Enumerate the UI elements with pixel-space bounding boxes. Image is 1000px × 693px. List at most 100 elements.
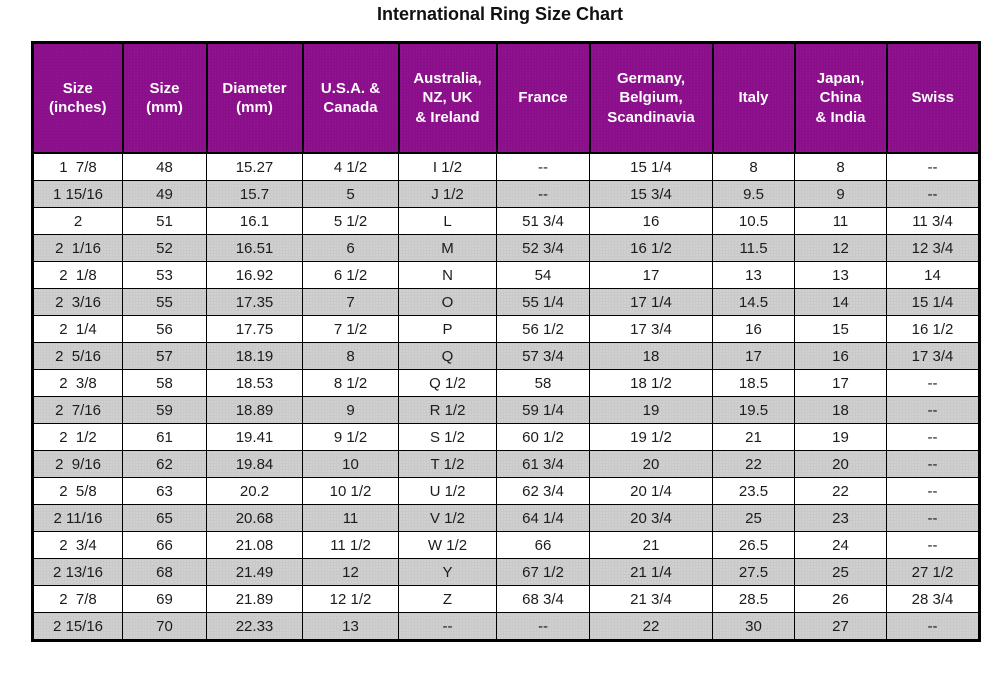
cell: -- (886, 612, 980, 641)
cell: 55 (122, 288, 207, 316)
cell: 2 11/16 (32, 504, 123, 532)
cell: 15 3/4 (589, 180, 713, 208)
cell: 2 13/16 (32, 558, 123, 586)
cell: -- (496, 152, 590, 181)
cell: 2 5/16 (32, 342, 123, 370)
cell: 19.5 (712, 396, 795, 424)
cell: 21 (712, 423, 795, 451)
cell: 30 (712, 612, 795, 641)
cell: 57 (122, 342, 207, 370)
cell: -- (886, 180, 980, 208)
cell: 61 (122, 423, 207, 451)
cell: 11 3/4 (886, 207, 980, 235)
cell: 62 3/4 (496, 477, 590, 505)
cell: 1 15/16 (32, 180, 123, 208)
cell: 20 (794, 450, 887, 478)
cell: 2 3/4 (32, 531, 123, 559)
cell: 64 1/4 (496, 504, 590, 532)
cell: 19 (589, 396, 713, 424)
page-title: International Ring Size Chart (376, 4, 624, 24)
column-header-3: U.S.A. & Canada (301, 41, 400, 154)
cell: 12 (302, 558, 399, 586)
cell: 55 1/4 (496, 288, 590, 316)
cell: 18 (794, 396, 887, 424)
cell: 16.92 (206, 261, 303, 289)
cell: 17 3/4 (589, 315, 713, 343)
cell: 18.89 (206, 396, 303, 424)
cell: 18.53 (206, 369, 303, 397)
column-header-7: Italy (711, 41, 796, 154)
table-row: 2 5/16 57 18.19 8 Q 57 3/4 18 17 16 17 3/4 (32, 342, 980, 370)
cell: -- (496, 612, 590, 641)
cell: 52 (122, 234, 207, 262)
cell: 5 1/2 (302, 207, 399, 235)
cell: 13 (794, 261, 887, 289)
table-row: 2 15/16 70 22.33 13 -- -- 22 30 27 -- (32, 612, 980, 641)
cell: O (398, 288, 497, 316)
cell: 27 1/2 (886, 558, 980, 586)
cell: 19 1/2 (589, 423, 713, 451)
cell: 15.27 (206, 152, 303, 181)
cell: 66 (496, 531, 590, 559)
cell: 26 (794, 585, 887, 613)
cell: 19 (794, 423, 887, 451)
table-row: 1 7/8 48 15.27 4 1/2 I 1/2 -- 15 1/4 8 8 -- (32, 152, 980, 181)
cell: 59 1/4 (496, 396, 590, 424)
cell: 27 (794, 612, 887, 641)
cell: 52 3/4 (496, 234, 590, 262)
table-row: 2 9/16 62 19.84 10 T 1/2 61 3/4 20 22 20 -- (32, 450, 980, 478)
cell: Q (398, 342, 497, 370)
cell: M (398, 234, 497, 262)
cell: R 1/2 (398, 396, 497, 424)
cell: S 1/2 (398, 423, 497, 451)
table-row: 1 15/16 49 15.7 5 J 1/2 -- 15 3/4 9.5 9 -- (32, 180, 980, 208)
cell: 8 (302, 342, 399, 370)
cell: 7 (302, 288, 399, 316)
cell: 8 1/2 (302, 369, 399, 397)
cell: 22.33 (206, 612, 303, 641)
cell: 28 3/4 (886, 585, 980, 613)
cell: 21 (589, 531, 713, 559)
cell: -- (886, 396, 980, 424)
cell: -- (886, 477, 980, 505)
cell: 24 (794, 531, 887, 559)
table-row: 2 7/16 59 18.89 9 R 1/2 59 1/4 19 19.5 18 -- (32, 396, 980, 424)
cell: J 1/2 (398, 180, 497, 208)
cell: 18.19 (206, 342, 303, 370)
table-row: 2 3/8 58 18.53 8 1/2 Q 1/2 58 18 1/2 18.5 17 -- (32, 369, 980, 397)
cell: -- (886, 450, 980, 478)
cell: 22 (712, 450, 795, 478)
cell: 53 (122, 261, 207, 289)
column-header-4: Australia, NZ, UK & Ireland (397, 41, 498, 154)
cell: 22 (794, 477, 887, 505)
column-header-0: Size (inches) (31, 41, 124, 154)
cell: 68 3/4 (496, 585, 590, 613)
header-row: Size (inches) Size (mm) Diameter (mm) U.S.A… (31, 41, 981, 154)
table-row: 2 1/8 53 16.92 6 1/2 N 54 17 13 13 14 (32, 261, 980, 289)
table-body: 1 7/8 48 15.27 4 1/2 I 1/2 -- 15 1/4 8 8 -- 1 15/1… (32, 152, 980, 641)
cell: 62 (122, 450, 207, 478)
column-header-2: Diameter (mm) (205, 41, 304, 154)
cell: 11.5 (712, 234, 795, 262)
cell: 17 (712, 342, 795, 370)
cell: 7 1/2 (302, 315, 399, 343)
cell: 1 7/8 (32, 152, 123, 181)
ring-size-table: Size (inches) Size (mm) Diameter (mm) U.S.A… (31, 41, 981, 642)
cell: 16 1/2 (886, 315, 980, 343)
cell: T 1/2 (398, 450, 497, 478)
cell: 11 1/2 (302, 531, 399, 559)
cell: 18 (589, 342, 713, 370)
cell: W 1/2 (398, 531, 497, 559)
cell: 2 5/8 (32, 477, 123, 505)
cell: 5 (302, 180, 399, 208)
cell: Z (398, 585, 497, 613)
cell: 16 (712, 315, 795, 343)
table-row: 2 3/16 55 17.35 7 O 55 1/4 17 1/4 14.5 14 15 1/4 (32, 288, 980, 316)
cell: 61 3/4 (496, 450, 590, 478)
column-header-8: Japan, China & India (793, 41, 888, 154)
cell: -- (496, 180, 590, 208)
cell: 9.5 (712, 180, 795, 208)
cell: 8 (712, 152, 795, 181)
cell: -- (886, 504, 980, 532)
cell: 70 (122, 612, 207, 641)
